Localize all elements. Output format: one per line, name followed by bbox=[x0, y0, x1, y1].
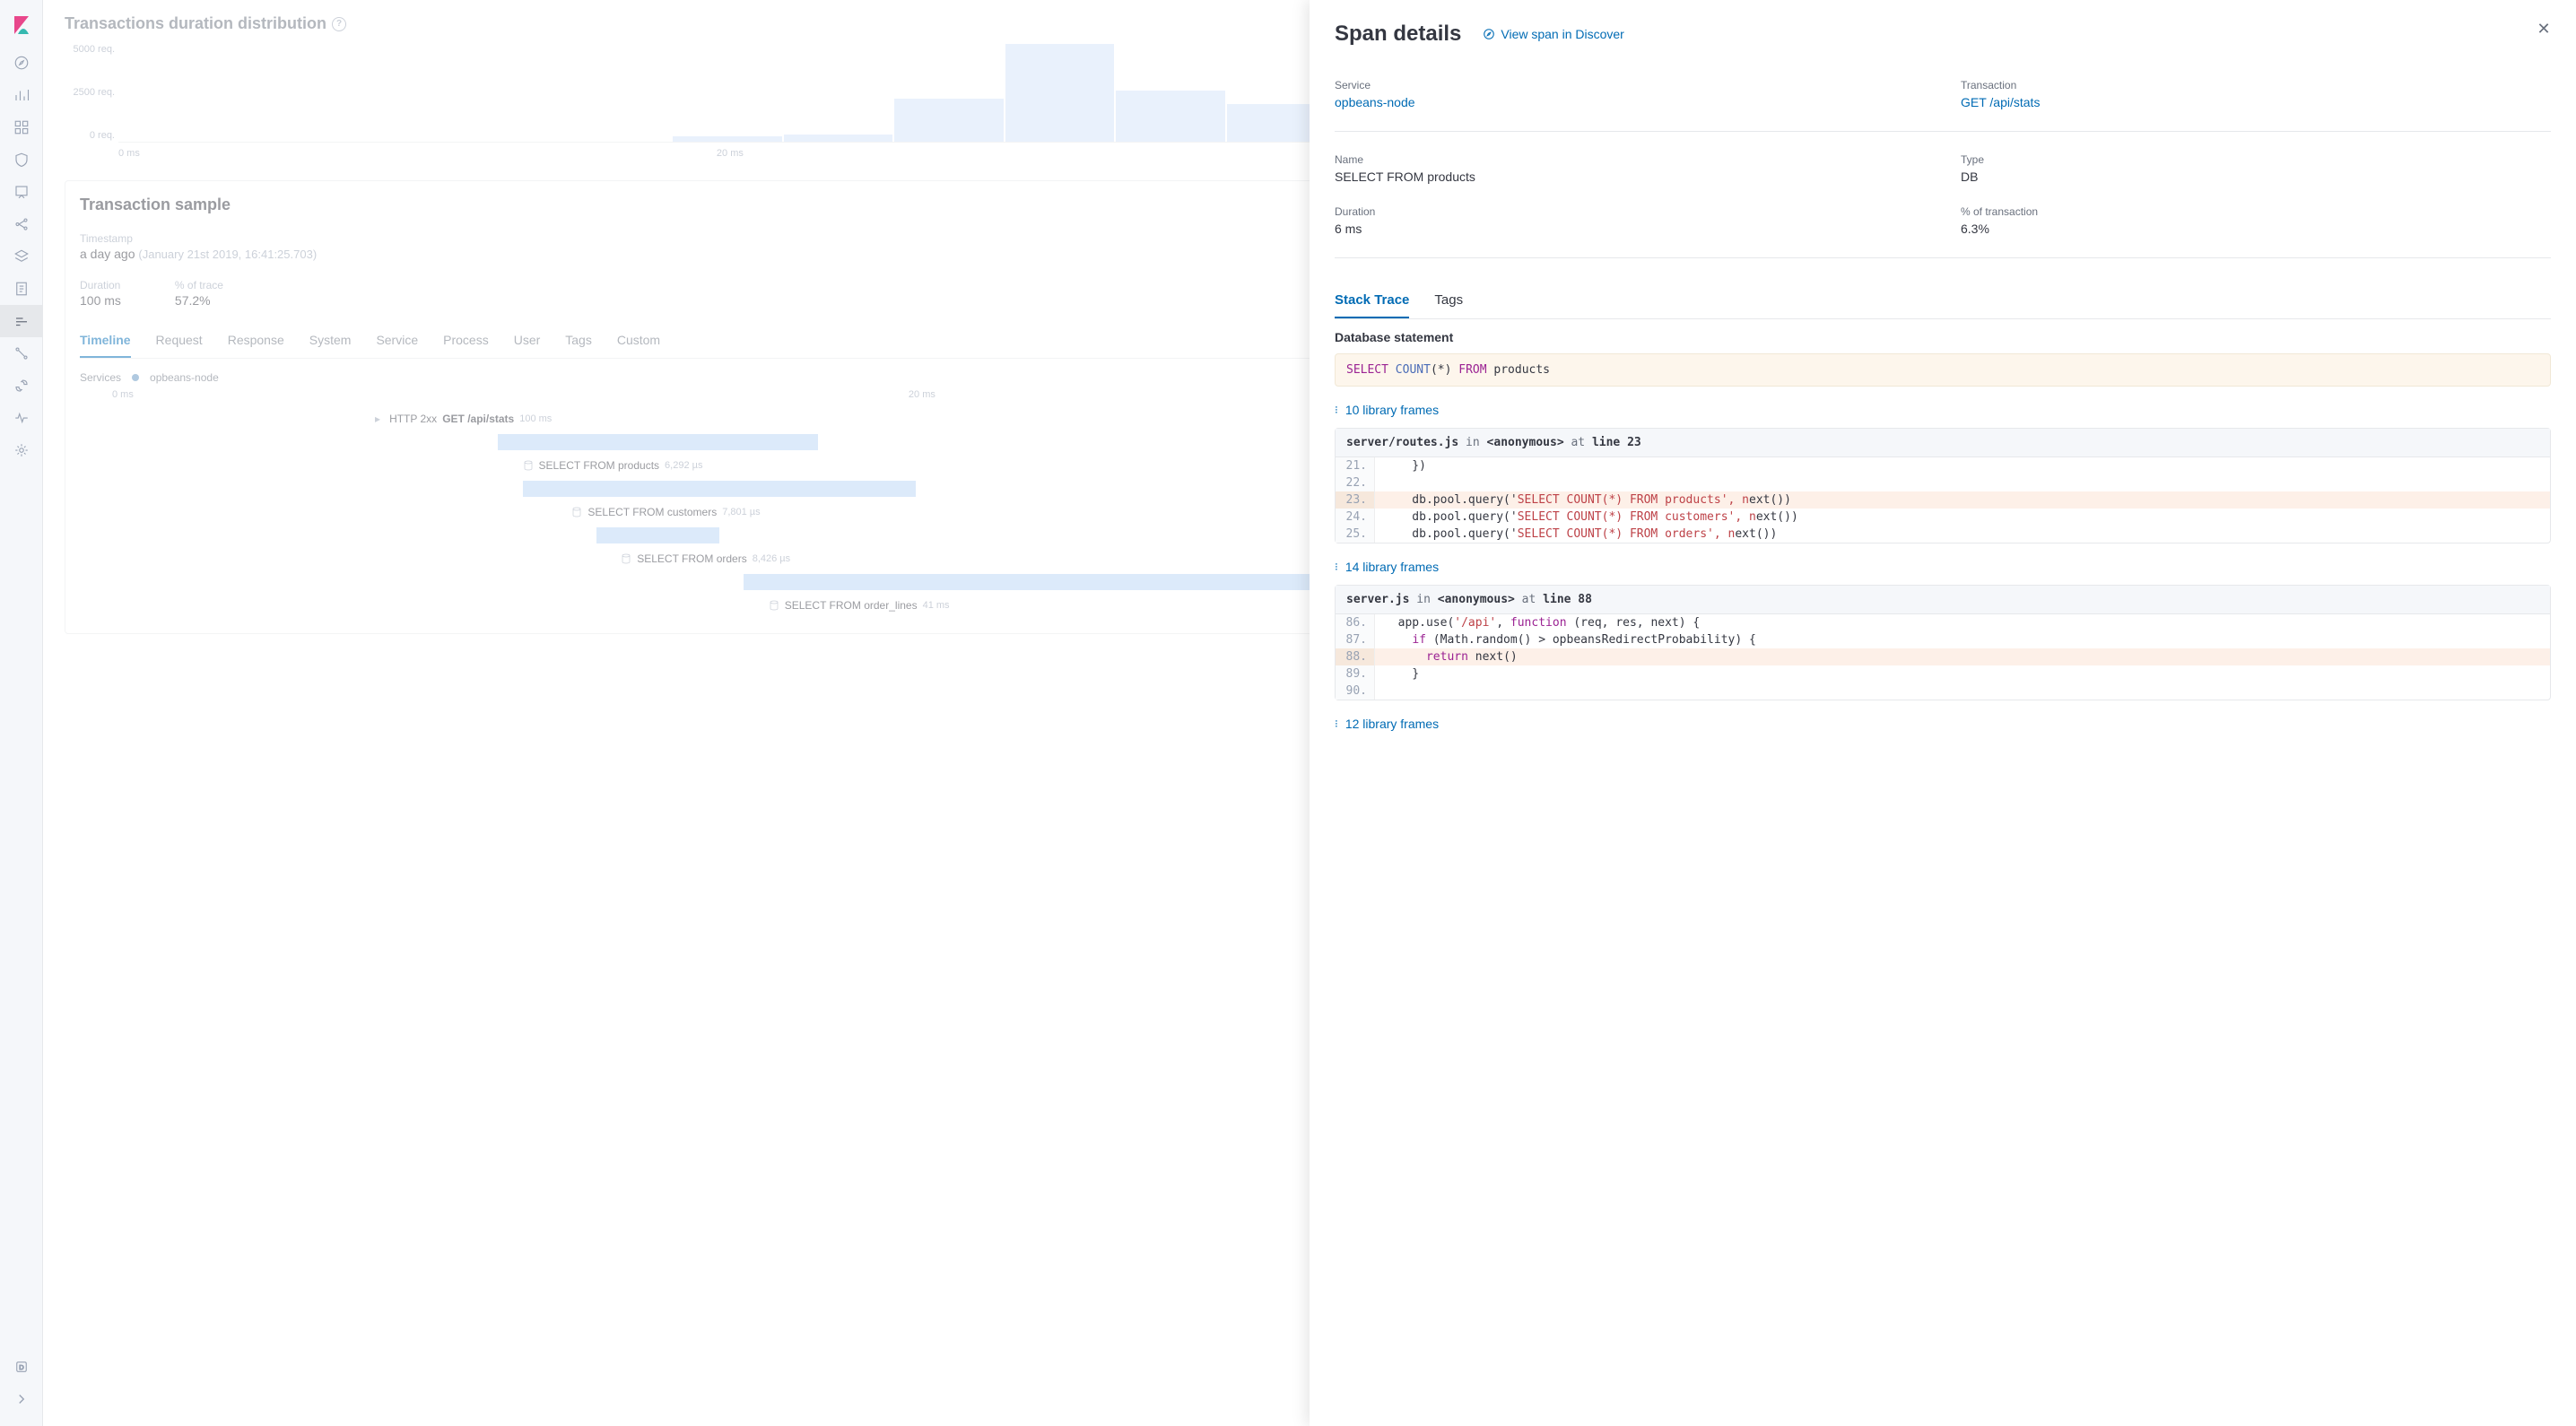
nav-visualize-icon[interactable] bbox=[0, 79, 43, 111]
flyout-tab-stack-trace[interactable]: Stack Trace bbox=[1335, 283, 1409, 318]
nav-dashboard-icon[interactable] bbox=[0, 111, 43, 143]
db-statement-code: SELECT COUNT(*) FROM products bbox=[1335, 353, 2551, 387]
nav-devtools-icon[interactable] bbox=[0, 370, 43, 402]
help-icon[interactable]: ? bbox=[332, 17, 346, 31]
database-icon bbox=[769, 600, 779, 611]
svg-text:D: D bbox=[19, 1363, 24, 1371]
nav-discover-icon[interactable] bbox=[0, 47, 43, 79]
kibana-logo[interactable] bbox=[11, 14, 32, 36]
database-icon bbox=[571, 507, 582, 517]
flyout-title: Span details bbox=[1335, 22, 1461, 47]
service-link[interactable]: opbeans-node bbox=[1335, 95, 1925, 109]
tab-system[interactable]: System bbox=[309, 324, 352, 358]
span-details-flyout: Span details View span in Discover ✕ Ser… bbox=[1310, 0, 2576, 1426]
nav-infra-icon[interactable] bbox=[0, 240, 43, 273]
histogram-bar[interactable] bbox=[894, 99, 1003, 142]
db-statement-label: Database statement bbox=[1335, 330, 2551, 344]
nav-monitoring-icon[interactable] bbox=[0, 402, 43, 434]
tab-process[interactable]: Process bbox=[443, 324, 489, 358]
histogram-bar[interactable] bbox=[1005, 44, 1114, 142]
legend-label: opbeans-node bbox=[150, 371, 219, 384]
flyout-tabs: Stack Trace Tags bbox=[1335, 283, 2551, 319]
nav-management-icon[interactable] bbox=[0, 434, 43, 466]
expand-icon: ⁝ bbox=[1335, 561, 1338, 573]
flyout-tab-tags[interactable]: Tags bbox=[1434, 283, 1463, 318]
tab-service[interactable]: Service bbox=[376, 324, 418, 358]
tab-request[interactable]: Request bbox=[156, 324, 203, 358]
nav-logs-icon[interactable] bbox=[0, 273, 43, 305]
chevron-down-icon: ▸ bbox=[375, 413, 380, 425]
stack-frame: server.js in <anonymous> at line 8886. a… bbox=[1335, 585, 2551, 700]
view-in-discover-link[interactable]: View span in Discover bbox=[1483, 27, 1623, 41]
close-icon[interactable]: ✕ bbox=[2533, 18, 2554, 39]
stack-frame: server/routes.js in <anonymous> at line … bbox=[1335, 428, 2551, 543]
histogram-bar[interactable] bbox=[784, 135, 892, 142]
library-frames-toggle[interactable]: ⁝12 library frames bbox=[1335, 717, 2551, 731]
tab-response[interactable]: Response bbox=[228, 324, 284, 358]
expand-icon: ⁝ bbox=[1335, 404, 1338, 416]
expand-icon: ⁝ bbox=[1335, 717, 1338, 730]
tab-user[interactable]: User bbox=[514, 324, 541, 358]
nav-graph-icon[interactable] bbox=[0, 337, 43, 370]
nav-default-icon[interactable]: D bbox=[0, 1351, 43, 1383]
database-icon bbox=[523, 460, 534, 471]
nav-security-icon[interactable] bbox=[0, 143, 43, 176]
nav-collapse-icon[interactable] bbox=[0, 1383, 43, 1415]
tab-tags[interactable]: Tags bbox=[565, 324, 592, 358]
histogram-bar[interactable] bbox=[1116, 91, 1224, 142]
sidebar-nav: D bbox=[0, 0, 43, 1426]
services-label: Services bbox=[80, 371, 121, 384]
histogram-bar[interactable] bbox=[673, 136, 781, 142]
nav-ml-icon[interactable] bbox=[0, 208, 43, 240]
nav-apm-icon[interactable] bbox=[0, 305, 43, 337]
nav-canvas-icon[interactable] bbox=[0, 176, 43, 208]
database-icon bbox=[621, 553, 631, 564]
legend-dot-icon bbox=[132, 374, 139, 381]
tab-timeline[interactable]: Timeline bbox=[80, 324, 131, 358]
library-frames-toggle[interactable]: ⁝14 library frames bbox=[1335, 560, 2551, 574]
library-frames-toggle[interactable]: ⁝10 library frames bbox=[1335, 403, 2551, 417]
transaction-link[interactable]: GET /api/stats bbox=[1961, 95, 2551, 109]
tab-custom[interactable]: Custom bbox=[617, 324, 660, 358]
